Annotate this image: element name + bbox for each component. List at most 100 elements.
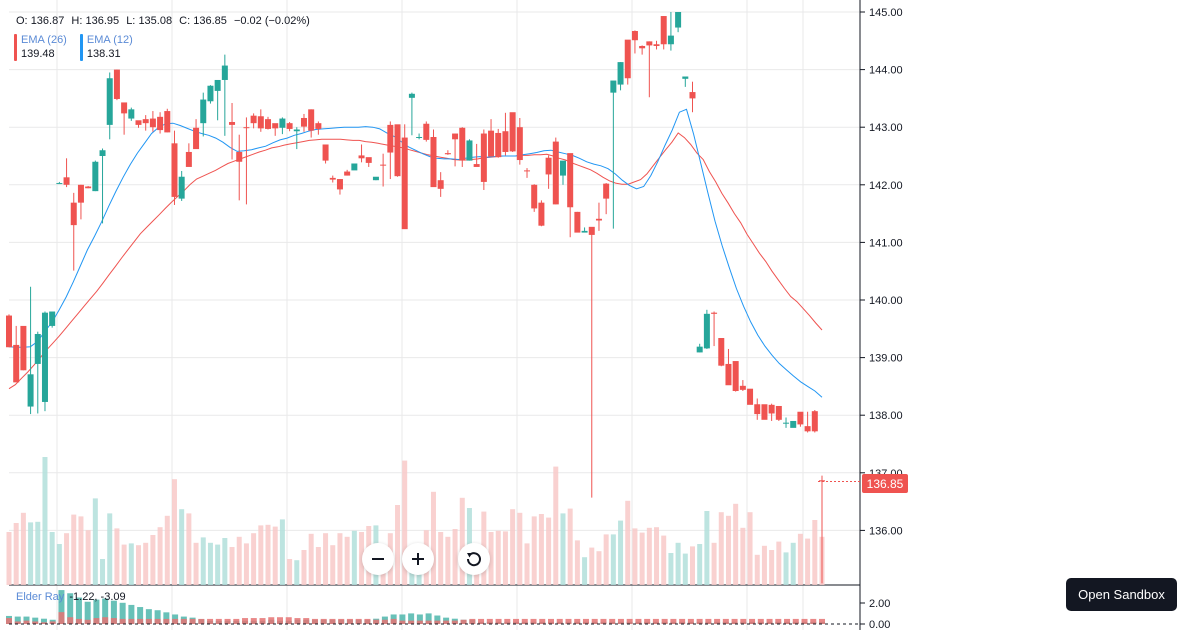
elder-bull-bar (145, 609, 152, 624)
elder-bear-bar (49, 621, 56, 624)
volume-bar (157, 527, 163, 585)
candle-body (149, 118, 156, 128)
candle-body (257, 116, 264, 129)
elder-bear-bar (364, 618, 371, 624)
elder-bull-bar (32, 617, 39, 624)
volume-bar (797, 533, 803, 585)
elder-bear-bar (189, 618, 196, 624)
volume-bar (495, 530, 501, 585)
elder-bear-bar (329, 618, 336, 624)
elder-bear-bar (102, 617, 109, 624)
candle-body (157, 116, 164, 131)
candle-body (142, 119, 149, 124)
candle-body (63, 177, 70, 185)
elder-bear-bar (705, 618, 712, 624)
ema12-legend-item[interactable]: EMA (12) 138.31 (79, 33, 133, 61)
volume-bar (13, 523, 19, 585)
zoom-out-button[interactable] (362, 543, 394, 575)
elder-bear-bar (740, 618, 747, 624)
candle-body (41, 312, 48, 402)
volume-bar (567, 508, 573, 585)
candle-body (480, 133, 487, 182)
volume-bar (114, 528, 120, 585)
candle-body (250, 115, 257, 124)
elder-bear-bar (294, 618, 301, 624)
candle-body (797, 411, 804, 425)
elder-bear-bar (784, 618, 791, 624)
ohlc-legend: O: 136.87 H: 136.95 L: 135.08 C: 136.85 … (16, 14, 314, 28)
reset-zoom-button[interactable] (458, 543, 490, 575)
candle-body (70, 202, 77, 226)
elder-bear-bar (504, 618, 511, 624)
elder-bull-bar (425, 613, 432, 624)
candle-body (423, 123, 430, 140)
volume-bar (315, 547, 321, 585)
elder-bear-bar (513, 618, 520, 624)
volume-bar (783, 552, 789, 585)
elder-bear-bar (163, 618, 170, 624)
candle-body (236, 151, 243, 162)
elder-bear-bar (626, 618, 633, 624)
volume-bar (42, 457, 48, 585)
ohlc-open-value: 136.87 (30, 15, 65, 27)
volume-bar (459, 497, 465, 585)
candle-body (265, 119, 272, 129)
volume-bar (308, 533, 314, 585)
ohlc-change-value: −0.02 (−0.02%) (233, 15, 310, 27)
volume-bar (524, 543, 530, 585)
elder-ray-legend[interactable]: Elder Ray -1.22, -3.09 (16, 591, 126, 603)
open-sandbox-button[interactable]: Open Sandbox (1066, 578, 1177, 611)
zoom-in-button[interactable] (402, 543, 434, 575)
candle-body (77, 184, 84, 203)
ohlc-low-value: 135.08 (138, 15, 173, 27)
volume-bar (193, 542, 199, 585)
volume-bar (697, 544, 703, 585)
candle-body (790, 420, 797, 428)
candle-body (488, 130, 495, 157)
candle-body (430, 136, 437, 188)
volume-bar (337, 533, 343, 585)
ema26-legend-item[interactable]: EMA (26) 139.48 (14, 33, 67, 61)
volume-bar (395, 505, 401, 585)
elder-bull-bar (93, 599, 100, 624)
candle-body (229, 122, 236, 125)
elder-bear-bar (75, 618, 82, 624)
volume-bar (229, 547, 235, 585)
candle-body (13, 344, 20, 383)
price-axis-label: 143.00 (869, 122, 903, 134)
elder-bear-bar (574, 618, 581, 624)
ema26-name: EMA (26) (21, 34, 67, 46)
candle-body (646, 41, 653, 46)
elder-bear-bar (373, 619, 380, 624)
candle-body (811, 411, 818, 432)
volume-bar (718, 512, 724, 585)
volume-bar (452, 529, 458, 585)
volume-bar (359, 532, 365, 585)
ema26-swatch (14, 34, 17, 61)
elder-bear-bar (530, 618, 537, 624)
elder-bull-bar (154, 610, 161, 624)
candle-body (437, 180, 444, 189)
elder-bear-bar (6, 618, 12, 624)
elder-bull-bar (163, 612, 170, 624)
elder-bear-bar (14, 621, 21, 624)
candle-body (99, 150, 106, 156)
elder-bear-bar (346, 618, 353, 624)
volume-bar (279, 519, 285, 585)
elder-bull-bar (75, 597, 82, 624)
candle-body (703, 313, 710, 349)
candle-body (121, 102, 128, 114)
volume-bar (761, 545, 767, 585)
candle-body (639, 45, 646, 49)
volume-bar (754, 554, 760, 585)
volume-bar (179, 509, 185, 585)
volume-bar (646, 527, 652, 585)
volume-bar (351, 530, 357, 585)
candle-body (408, 93, 415, 98)
candle-body (401, 137, 408, 230)
elder-bear-bar (714, 618, 721, 624)
volume-bar (128, 543, 134, 585)
elder-bear-bar (198, 618, 205, 624)
